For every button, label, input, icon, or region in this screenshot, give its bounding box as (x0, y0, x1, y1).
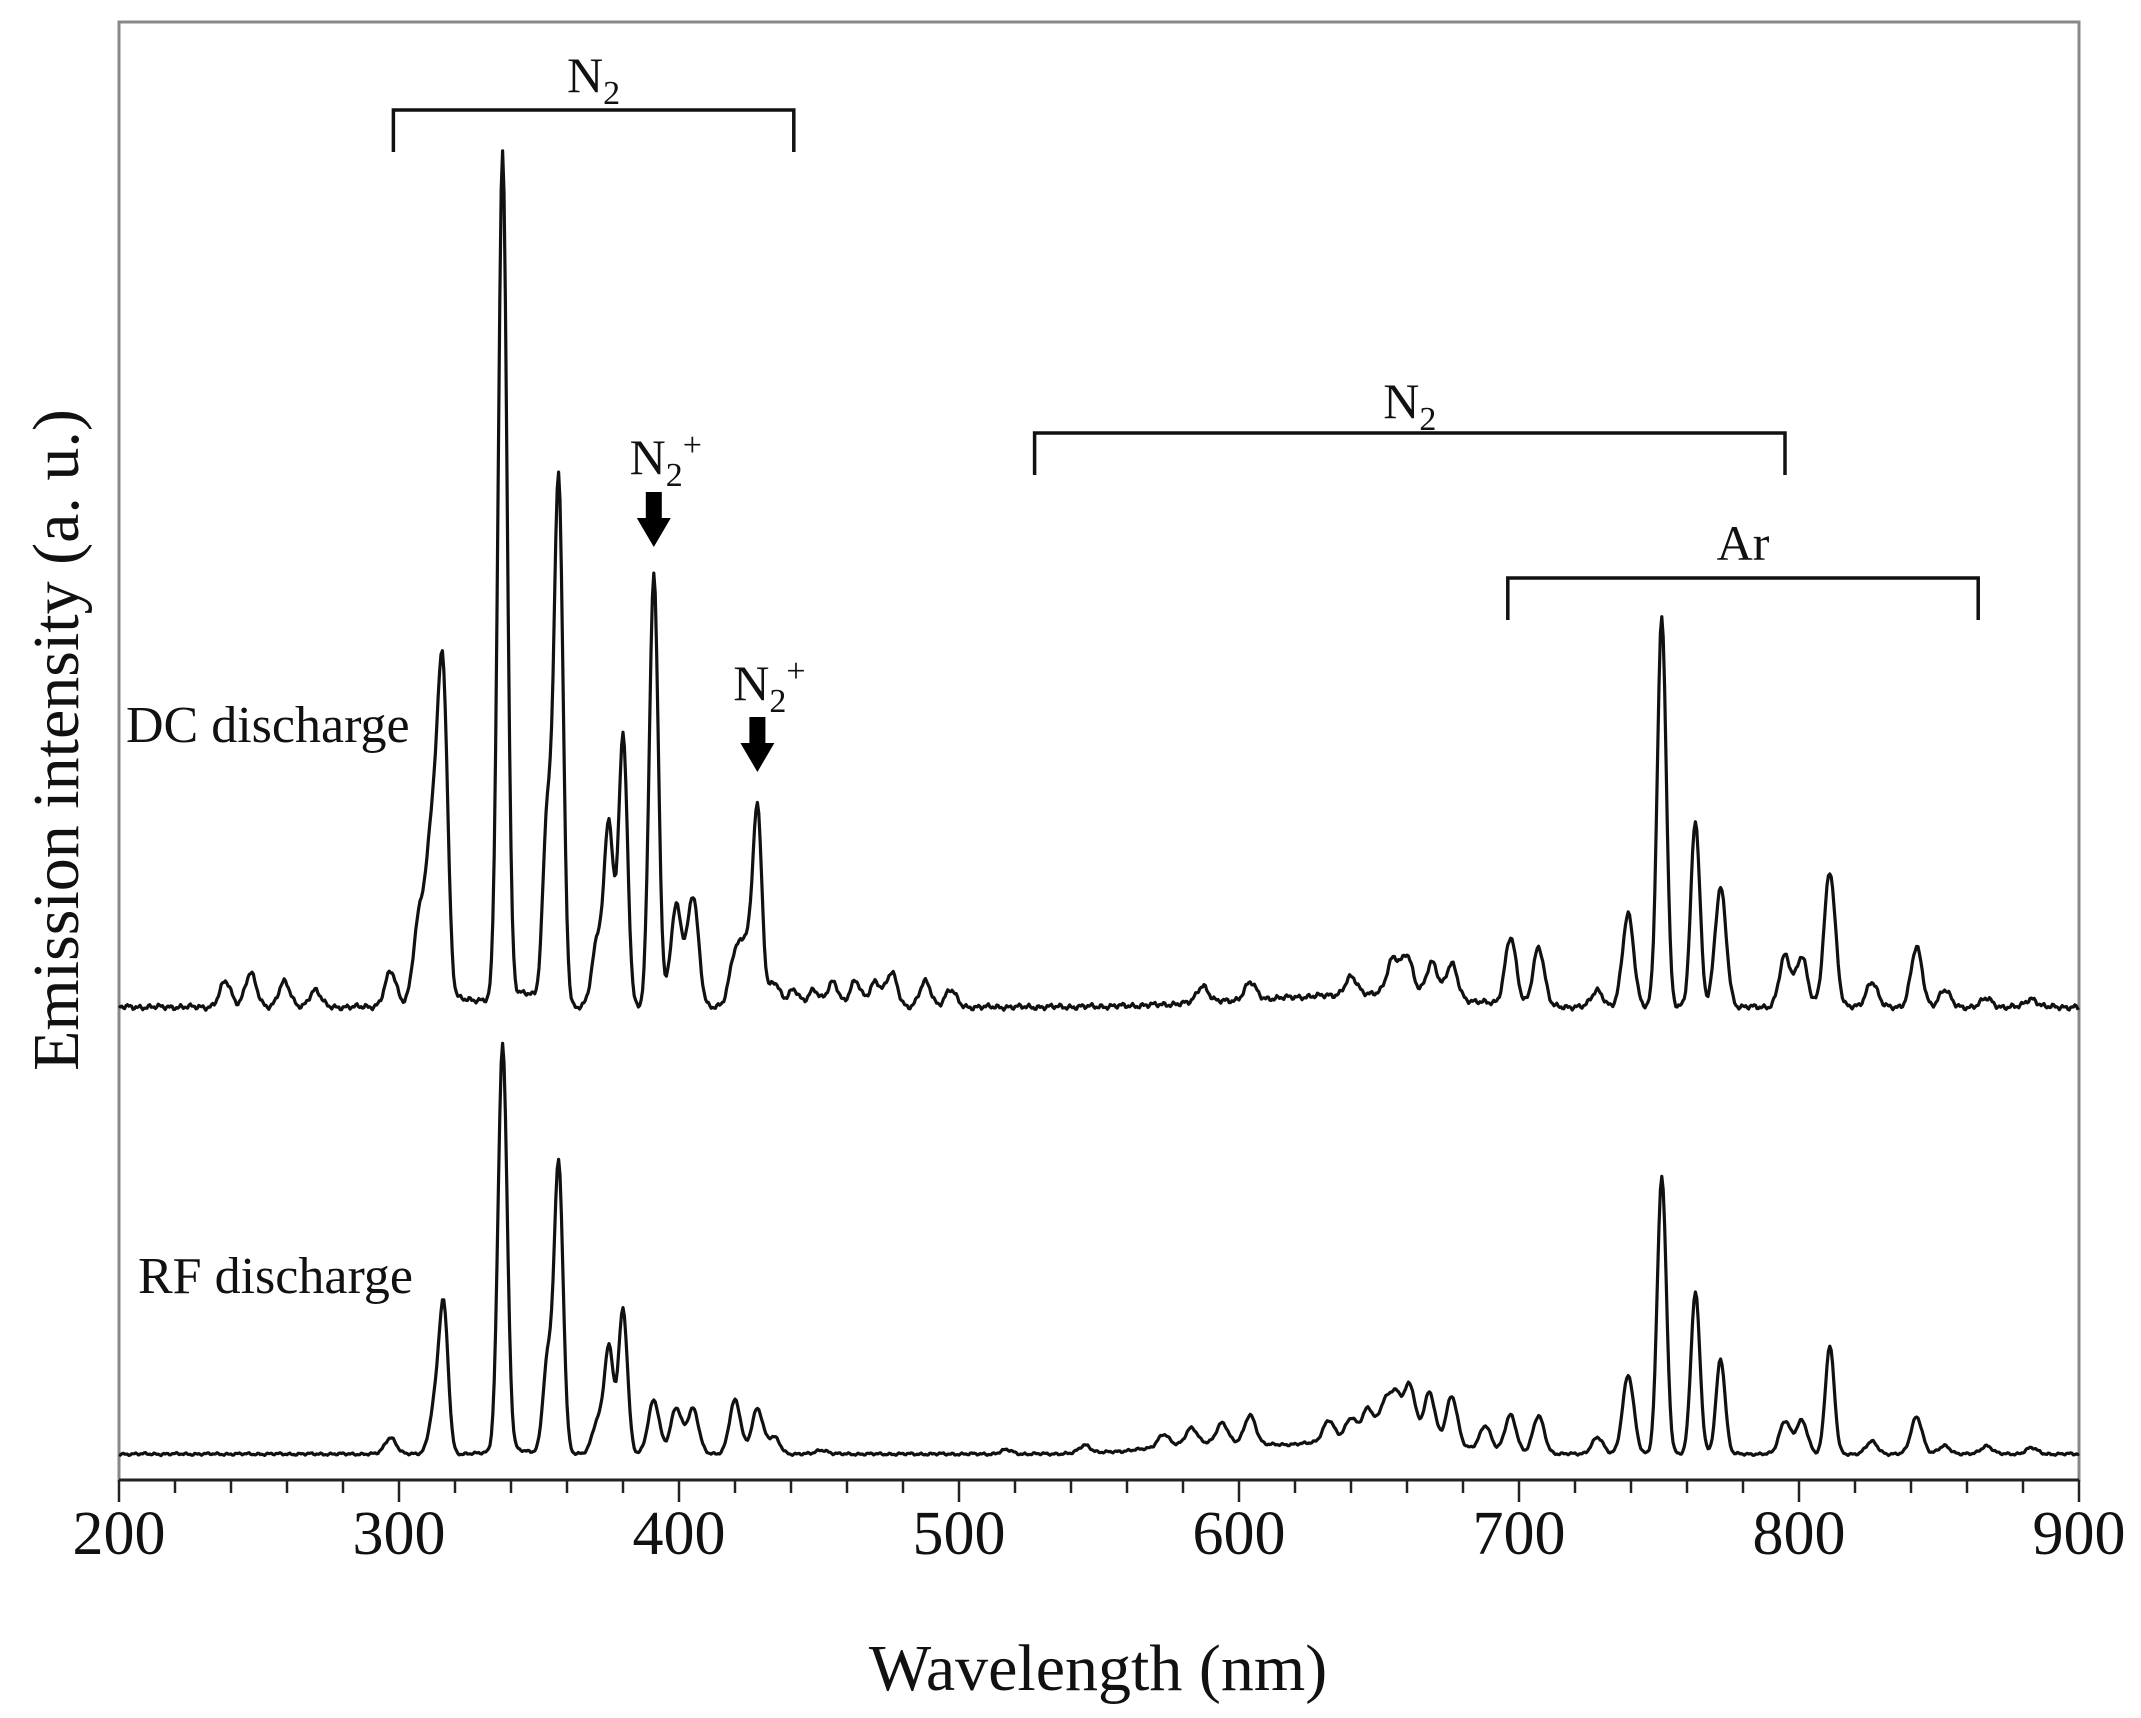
x-tick-label: 300 (353, 1500, 446, 1568)
x-tick-label: 200 (73, 1500, 166, 1568)
dc-discharge-spectrum-line (117, 149, 2080, 1012)
n2-ir-label: N2 (1383, 373, 1436, 438)
n2-plus-428-arrow-icon (740, 717, 775, 772)
ar-bracket (1506, 576, 1980, 620)
n2-ir-bracket (1032, 431, 1787, 475)
n2-plus-428-label: N2+ (733, 653, 805, 720)
rf-discharge-series-label: RF discharge (138, 1248, 413, 1305)
n2-plus-391-label: N2+ (630, 427, 702, 494)
x-tick-label: 800 (1753, 1500, 1846, 1568)
n2-uv-bracket (391, 108, 796, 152)
x-tick-label: 700 (1473, 1500, 1566, 1568)
ar-label: Ar (1717, 515, 1770, 571)
n2-uv-label: N2 (567, 47, 620, 112)
x-axis-tick-labels: 200 300 400 500 600 700 800 900 (73, 1500, 2126, 1568)
rf-discharge-spectrum-line (118, 1041, 2080, 1458)
x-axis-ticks (117, 1480, 2081, 1502)
x-tick-label: 900 (2033, 1500, 2126, 1568)
dc-discharge-series-label: DC discharge (126, 697, 410, 754)
y-axis-title: Emission intensity (a. u.) (20, 409, 93, 1071)
plot-frame (117, 20, 2081, 1482)
x-tick-label: 400 (633, 1500, 726, 1568)
n2-plus-391-arrow-icon (636, 492, 671, 547)
x-axis-title: Wavelength (nm) (869, 1632, 1327, 1705)
x-tick-label: 500 (913, 1500, 1006, 1568)
x-tick-label: 600 (1193, 1500, 1286, 1568)
